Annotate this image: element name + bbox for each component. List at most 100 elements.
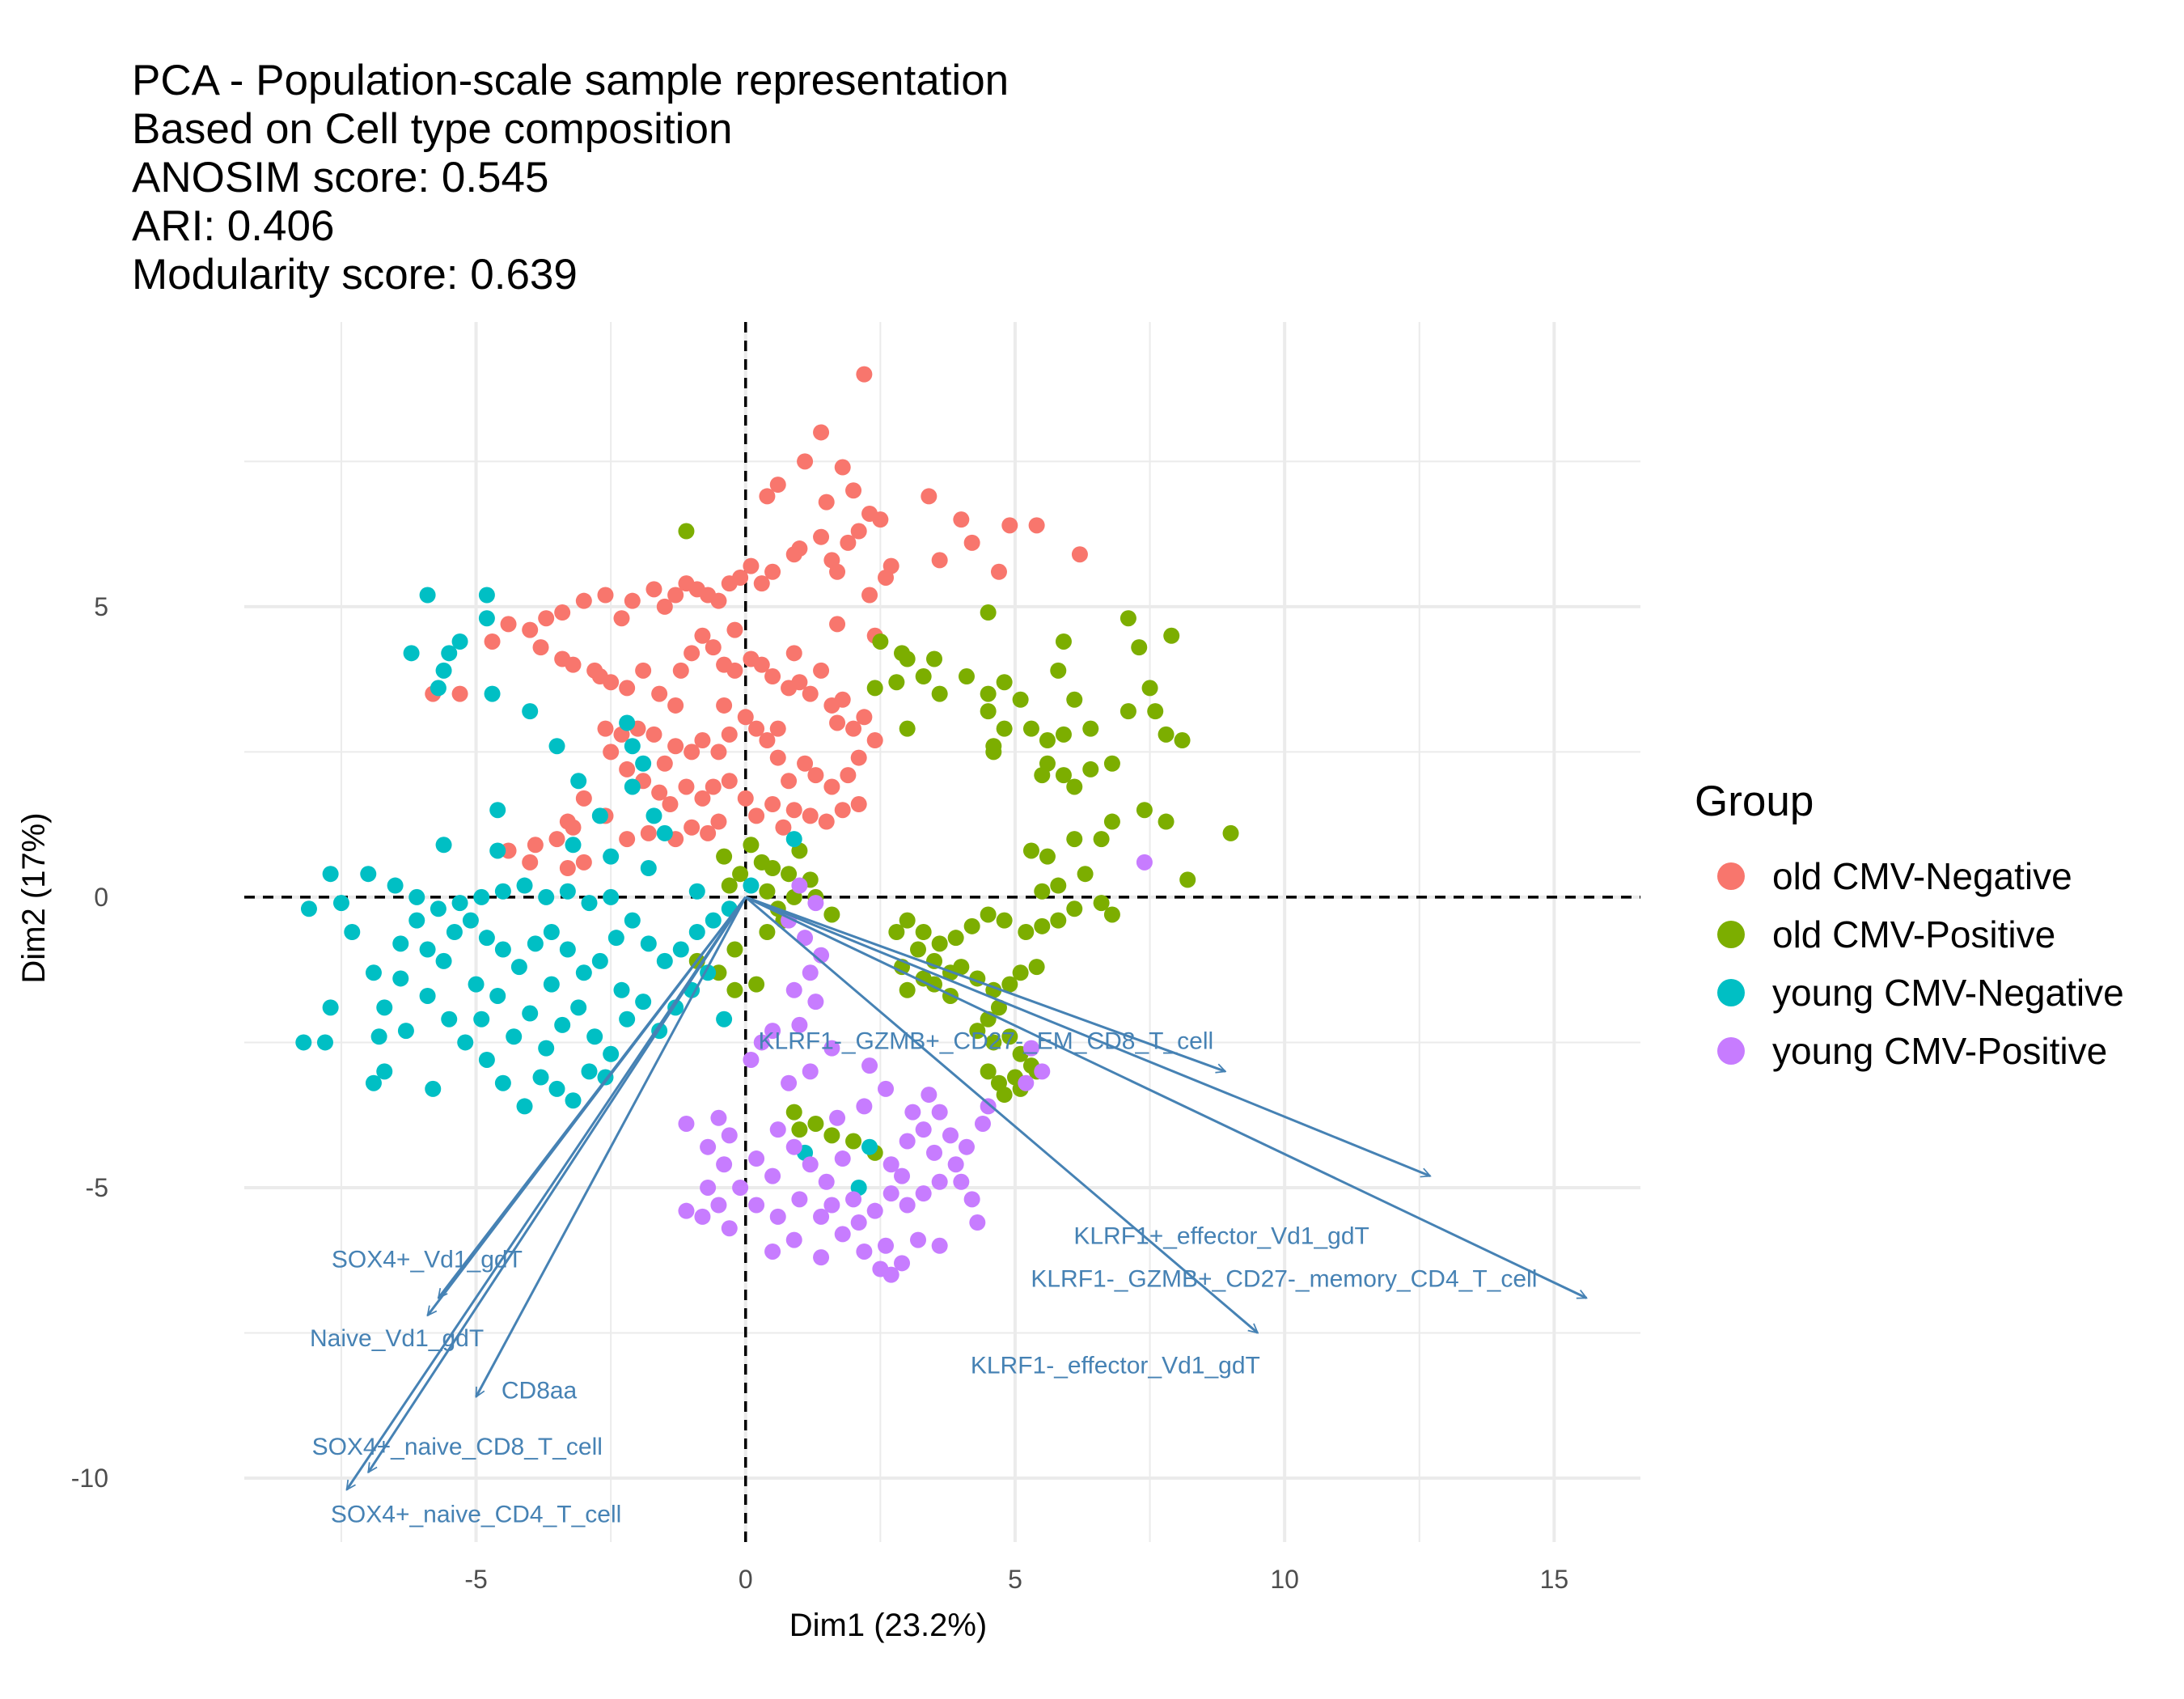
x-axis-title: Dim1 (23.2%)	[789, 1608, 988, 1643]
point-young-cmv-positive	[845, 1191, 862, 1208]
point-old-cmv-negative	[797, 755, 814, 772]
point-old-cmv-negative	[451, 685, 468, 702]
point-old-cmv-positive	[990, 999, 1007, 1016]
point-old-cmv-negative	[813, 528, 830, 545]
point-old-cmv-negative	[769, 749, 786, 766]
point-old-cmv-negative	[840, 767, 857, 784]
point-young-cmv-positive	[807, 994, 824, 1011]
point-old-cmv-positive	[996, 1087, 1013, 1104]
point-old-cmv-negative	[813, 662, 830, 679]
point-young-cmv-positive	[931, 1173, 948, 1190]
point-old-cmv-negative	[694, 790, 711, 807]
chart-title: PCA - Population-scale sample representa…	[132, 57, 1009, 299]
point-old-cmv-negative	[716, 697, 733, 714]
point-old-cmv-negative	[565, 656, 582, 673]
point-young-cmv-negative	[559, 883, 576, 900]
point-old-cmv-positive	[1066, 831, 1083, 848]
point-old-cmv-positive	[963, 917, 980, 934]
point-young-cmv-negative	[607, 930, 624, 947]
point-old-cmv-negative	[753, 656, 770, 673]
point-young-cmv-negative	[705, 912, 722, 929]
point-old-cmv-negative	[921, 488, 938, 505]
point-old-cmv-negative	[565, 819, 582, 836]
point-old-cmv-negative	[813, 424, 830, 441]
point-old-cmv-negative	[721, 726, 738, 743]
axis-ticks: -5 0 5 10 15 -10 -5 0 5	[71, 592, 1568, 1594]
point-old-cmv-positive	[926, 650, 943, 667]
point-young-cmv-negative	[295, 1034, 312, 1051]
point-old-cmv-negative	[678, 575, 695, 592]
point-young-cmv-negative	[640, 935, 657, 952]
point-old-cmv-negative	[1001, 517, 1018, 534]
point-young-cmv-positive	[764, 1167, 781, 1184]
point-young-cmv-positive	[947, 1156, 964, 1173]
point-young-cmv-positive	[1018, 1074, 1035, 1091]
point-young-cmv-negative	[538, 888, 555, 905]
point-young-cmv-negative	[365, 964, 382, 981]
point-young-cmv-positive	[807, 895, 824, 912]
loading-label-naive-vd1-gdt: Naive_Vd1_gdT	[310, 1325, 484, 1352]
y-tick-label: 5	[94, 592, 108, 621]
point-young-cmv-positive	[958, 1138, 975, 1155]
point-old-cmv-negative	[575, 854, 592, 871]
point-young-cmv-negative	[591, 807, 608, 824]
point-old-cmv-negative	[878, 569, 895, 586]
point-young-cmv-positive	[769, 1121, 786, 1138]
point-young-cmv-positive	[953, 1173, 970, 1190]
point-young-cmv-negative	[565, 837, 582, 854]
point-young-cmv-positive	[834, 1226, 851, 1243]
point-old-cmv-positive	[1120, 610, 1136, 627]
point-old-cmv-negative	[775, 819, 792, 836]
point-young-cmv-negative	[392, 970, 409, 987]
point-young-cmv-positive	[1022, 1040, 1039, 1057]
point-old-cmv-negative	[748, 807, 765, 824]
loading-arrow-klrf1-gzmb-cd27-memory-cd4-t-cell	[745, 896, 1587, 1299]
point-old-cmv-positive	[872, 633, 889, 650]
data-points	[295, 366, 1239, 1283]
point-old-cmv-positive	[1158, 813, 1175, 830]
point-old-cmv-negative	[667, 587, 684, 604]
point-young-cmv-negative	[494, 941, 511, 958]
point-old-cmv-positive	[888, 924, 905, 940]
point-old-cmv-negative	[705, 778, 722, 795]
point-young-cmv-positive	[915, 1185, 932, 1202]
point-old-cmv-negative	[721, 575, 738, 592]
point-young-cmv-negative	[392, 935, 409, 952]
point-old-cmv-negative	[597, 587, 614, 604]
point-old-cmv-negative	[656, 598, 673, 615]
point-old-cmv-negative	[834, 802, 851, 819]
point-old-cmv-negative	[559, 860, 576, 877]
point-young-cmv-positive	[753, 1034, 770, 1051]
point-old-cmv-positive	[980, 685, 997, 702]
point-young-cmv-negative	[581, 895, 598, 912]
point-old-cmv-positive	[980, 1063, 997, 1080]
point-old-cmv-positive	[1174, 732, 1191, 749]
point-old-cmv-positive	[1039, 732, 1056, 749]
loading-label-sox4-naive-cd8-t-cell: SOX4+_naive_CD8_T_cell	[312, 1434, 603, 1460]
point-old-cmv-positive	[899, 912, 916, 929]
title-line-4: ARI: 0.406	[132, 202, 335, 250]
point-young-cmv-negative	[624, 912, 641, 929]
x-tick-label: 5	[1008, 1565, 1022, 1594]
point-old-cmv-negative	[640, 824, 657, 841]
point-old-cmv-negative	[635, 662, 652, 679]
point-old-cmv-positive	[759, 924, 776, 940]
point-young-cmv-negative	[360, 866, 377, 883]
point-young-cmv-negative	[344, 924, 361, 940]
point-old-cmv-positive	[1158, 726, 1175, 743]
point-old-cmv-negative	[823, 552, 840, 569]
point-young-cmv-positive	[894, 1167, 911, 1184]
point-young-cmv-negative	[581, 1063, 598, 1080]
point-young-cmv-negative	[635, 994, 652, 1011]
point-young-cmv-negative	[506, 1028, 523, 1045]
point-young-cmv-negative	[716, 1011, 733, 1027]
point-old-cmv-positive	[1018, 924, 1035, 940]
point-old-cmv-positive	[1039, 848, 1056, 865]
point-young-cmv-positive	[781, 1074, 798, 1091]
point-young-cmv-negative	[635, 755, 652, 772]
point-old-cmv-positive	[1147, 703, 1164, 720]
point-young-cmv-positive	[748, 1197, 765, 1214]
legend-key-old-cmv-negative	[1717, 862, 1745, 890]
point-old-cmv-negative	[651, 784, 668, 801]
